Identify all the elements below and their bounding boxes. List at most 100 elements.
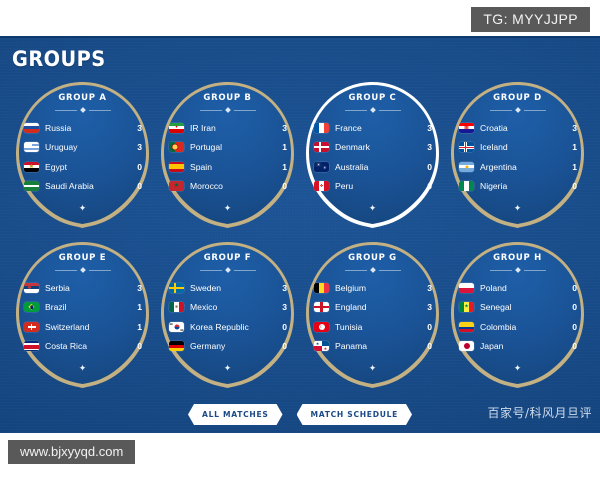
flag-icon-japan (459, 341, 474, 352)
team-points: 3 (427, 282, 432, 293)
team-row[interactable]: England 3 (314, 298, 432, 318)
group-card[interactable]: GROUP B • IR Iran 3 Portugal 1 Spain 1 ★ Morocco 0… (155, 80, 300, 240)
team-list: Poland 0 ★ Senegal 0 Colombia 0 Japan 0 (459, 278, 577, 356)
star-icon: ✦ (78, 363, 87, 373)
team-row[interactable]: Germany 0 (169, 337, 287, 357)
group-card[interactable]: GROUP A Russia 3 Uruguay 3 ★ Egypt 0 Saudi Arabi… (10, 80, 155, 240)
team-row[interactable]: Costa Rica 0 (24, 337, 142, 357)
team-row[interactable]: Portugal 1 (169, 138, 287, 158)
flag-icon-iceland (459, 142, 474, 153)
team-points: 3 (282, 122, 287, 133)
flag-icon-panama: ★ ★ (314, 341, 329, 352)
team-row[interactable]: ★ Morocco 0 (169, 177, 287, 197)
group-card[interactable]: GROUP F Sweden 3 ❋ Mexico 3 ▬ ▬ Korea Republic 0 G… (155, 240, 300, 400)
team-row[interactable]: Belgium 3 (314, 278, 432, 298)
team-row[interactable]: Colombia 0 (459, 317, 577, 337)
team-row[interactable]: Poland 0 (459, 278, 577, 298)
team-points: 1 (572, 142, 577, 153)
footer-buttons: ALL MATCHES MATCH SCHEDULE (0, 404, 600, 425)
flag-icon-sweden (169, 282, 184, 293)
flag-icon-colombia (459, 321, 474, 332)
divider-diamond-icon (514, 107, 521, 113)
title-divider (445, 106, 590, 114)
flag-icon-uruguay (24, 142, 39, 153)
team-row[interactable]: Uruguay 3 (24, 138, 142, 158)
team-row[interactable]: Saudi Arabia 0 (24, 177, 142, 197)
divider-diamond-icon (79, 107, 86, 113)
team-points: 1 (137, 302, 142, 313)
team-name: France (335, 122, 362, 133)
team-row[interactable]: • IR Iran 3 (169, 118, 287, 138)
team-points: 3 (282, 282, 287, 293)
team-name: Panama (335, 341, 368, 352)
team-name: Tunisia (335, 321, 363, 332)
team-name: IR Iran (190, 122, 216, 133)
flag-icon-korea-republic: ▬ ▬ (169, 321, 184, 332)
team-name: Colombia (480, 321, 517, 332)
divider-diamond-icon (79, 267, 86, 273)
team-row[interactable]: ❖ Peru 0 (314, 177, 432, 197)
divider-line-right (378, 109, 401, 111)
team-name: Croatia (480, 122, 508, 133)
group-title: GROUP A (58, 93, 107, 103)
team-row[interactable]: France 3 (314, 118, 432, 138)
group-card[interactable]: GROUP G Belgium 3 England 3 ☾ Tunisia 0 ★ ★ Panama… (300, 240, 445, 400)
divider-line-right (233, 269, 256, 271)
team-points: 1 (572, 161, 577, 172)
team-row[interactable]: Denmark 3 (314, 138, 432, 158)
flag-icon-mexico: ❋ (169, 302, 184, 313)
flag-icon-belgium (314, 282, 329, 293)
divider-line-right (523, 109, 546, 111)
team-row[interactable]: Russia 3 (24, 118, 142, 138)
team-row[interactable]: ★ Senegal 0 (459, 298, 577, 318)
team-row[interactable]: Sweden 3 (169, 278, 287, 298)
team-name: Japan (480, 341, 504, 352)
team-name: Serbia (45, 282, 70, 293)
team-row[interactable]: ✳ ✳ Australia 0 (314, 157, 432, 177)
team-name: Sweden (190, 282, 222, 293)
team-points: 0 (572, 341, 577, 352)
team-list: Sweden 3 ❋ Mexico 3 ▬ ▬ Korea Republic 0 Germany 0 (169, 278, 287, 356)
team-row[interactable]: ★ ★ Panama 0 (314, 337, 432, 357)
team-row[interactable]: ❋ Mexico 3 (169, 298, 287, 318)
team-points: 0 (427, 161, 432, 172)
divider-diamond-icon (514, 267, 521, 273)
team-points: 0 (572, 321, 577, 332)
group-title: GROUP H (493, 253, 542, 263)
group-card[interactable]: GROUP D ▦ Croatia 3 Iceland 1 Argentina 1 Nigeri… (445, 80, 590, 240)
team-points: 0 (427, 321, 432, 332)
team-row[interactable]: Switzerland 1 (24, 317, 142, 337)
team-name: Germany (190, 341, 226, 352)
all-matches-button[interactable]: ALL MATCHES (188, 404, 283, 425)
team-row[interactable]: Spain 1 (169, 157, 287, 177)
team-points: 3 (282, 302, 287, 313)
team-row[interactable]: Nigeria 0 (459, 177, 577, 197)
divider-line-right (88, 269, 111, 271)
team-points: 0 (572, 282, 577, 293)
team-row[interactable]: Japan 0 (459, 337, 577, 357)
team-row[interactable]: ▬ ▬ Korea Republic 0 (169, 317, 287, 337)
group-title: GROUP B (203, 93, 252, 103)
group-title: GROUP F (203, 253, 252, 263)
team-name: Korea Republic (190, 321, 249, 332)
group-card[interactable]: GROUP E ◆ Serbia 3 ◆ Brazil 1 Switzerland 1 Costa… (10, 240, 155, 400)
group-card[interactable]: GROUP C France 3 Denmark 3 ✳ ✳ Australia 0 ❖ Peru 0… (300, 80, 445, 240)
team-row[interactable]: ☾ Tunisia 0 (314, 317, 432, 337)
team-row[interactable]: ◆ Serbia 3 (24, 278, 142, 298)
group-card[interactable]: GROUP H Poland 0 ★ Senegal 0 Colombia 0 Japan 0 ✦ (445, 240, 590, 400)
team-row[interactable]: ★ Egypt 0 (24, 157, 142, 177)
match-schedule-button[interactable]: MATCH SCHEDULE (297, 404, 412, 425)
divider-line-right (233, 109, 256, 111)
divider-line-right (378, 269, 401, 271)
divider-diamond-icon (369, 267, 376, 273)
team-points: 0 (427, 341, 432, 352)
flag-icon-serbia: ◆ (24, 282, 39, 293)
team-row[interactable]: Iceland 1 (459, 138, 577, 158)
team-row[interactable]: Argentina 1 (459, 157, 577, 177)
flag-icon-peru: ❖ (314, 181, 329, 192)
team-name: Egypt (45, 161, 67, 172)
title-divider (10, 266, 155, 274)
team-row[interactable]: ▦ Croatia 3 (459, 118, 577, 138)
team-name: Switzerland (45, 321, 90, 332)
team-row[interactable]: ◆ Brazil 1 (24, 298, 142, 318)
